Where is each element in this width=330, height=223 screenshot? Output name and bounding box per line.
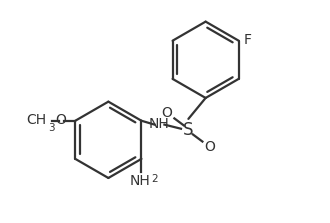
Text: NH: NH [130, 174, 150, 188]
Text: 3: 3 [48, 123, 55, 133]
Text: O: O [161, 106, 172, 120]
Text: F: F [244, 33, 252, 47]
Text: 2: 2 [151, 174, 158, 184]
Text: O: O [55, 112, 66, 126]
Text: NH: NH [148, 117, 169, 131]
Text: S: S [183, 121, 194, 139]
Text: O: O [204, 140, 215, 154]
Text: CH: CH [26, 112, 46, 126]
